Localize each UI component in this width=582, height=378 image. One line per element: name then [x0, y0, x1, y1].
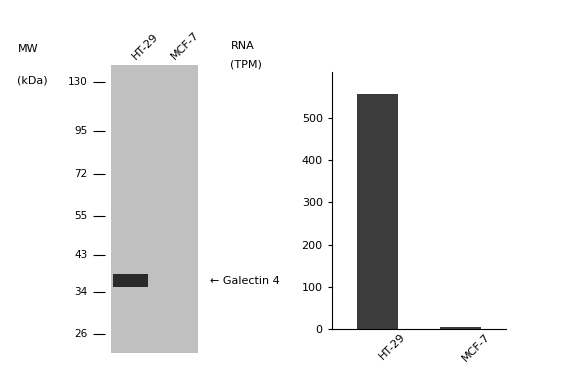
- Text: MW: MW: [17, 44, 38, 54]
- Text: (kDa): (kDa): [17, 76, 48, 86]
- Text: 130: 130: [68, 77, 87, 87]
- Text: MCF-7: MCF-7: [169, 29, 201, 61]
- Text: 95: 95: [74, 126, 87, 136]
- Text: 55: 55: [74, 211, 87, 222]
- Bar: [357, 94, 398, 329]
- Text: (TPM): (TPM): [230, 59, 262, 69]
- Bar: [113, 274, 148, 287]
- Text: ← Galectin 4: ← Galectin 4: [210, 276, 279, 285]
- Text: HT-29: HT-29: [130, 31, 159, 61]
- Text: 26: 26: [74, 328, 87, 339]
- Bar: [440, 327, 481, 329]
- Text: 34: 34: [74, 287, 87, 297]
- Bar: [111, 65, 198, 353]
- Text: 43: 43: [74, 250, 87, 260]
- Text: 72: 72: [74, 169, 87, 179]
- Text: RNA: RNA: [230, 41, 254, 51]
